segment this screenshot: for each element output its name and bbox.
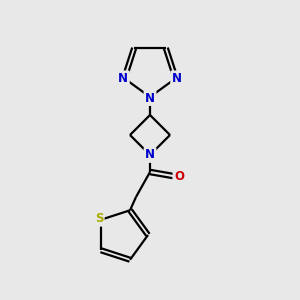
- Text: N: N: [145, 92, 155, 104]
- Text: N: N: [145, 148, 155, 161]
- Text: N: N: [172, 72, 182, 85]
- Text: O: O: [174, 169, 184, 182]
- Text: N: N: [118, 72, 128, 85]
- Text: S: S: [95, 212, 103, 225]
